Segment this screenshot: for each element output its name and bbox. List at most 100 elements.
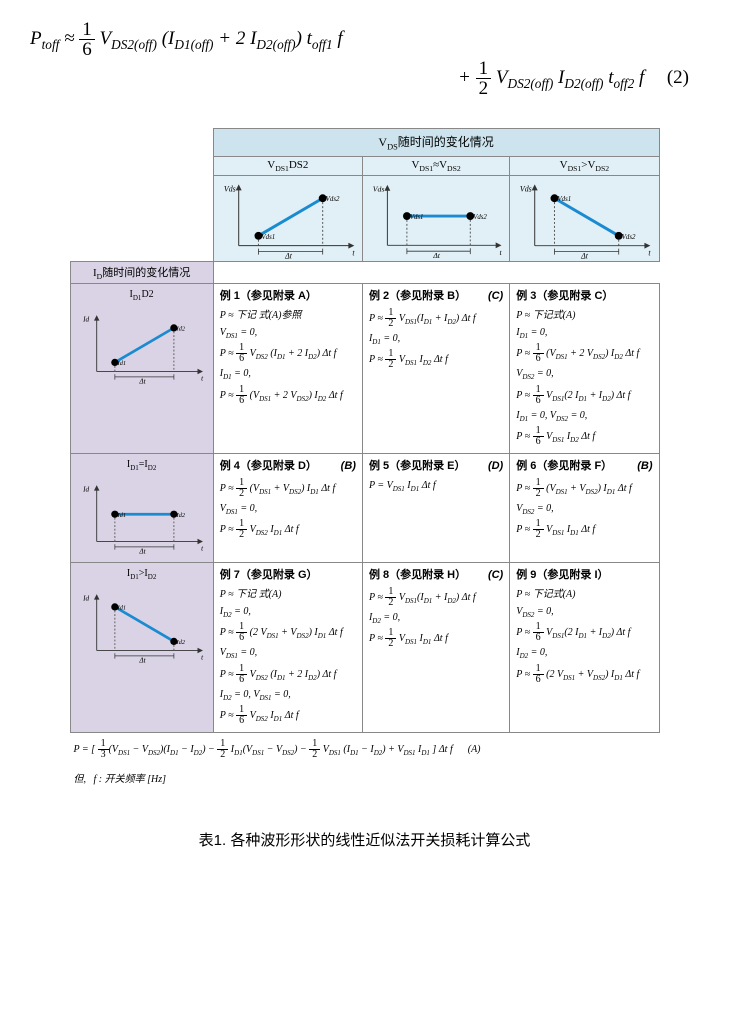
formula-line: P = VDS1 ID1 Δt f [369, 478, 503, 495]
svg-text:Id2: Id2 [175, 326, 185, 333]
formula-line: VDS1 = 0, [220, 325, 356, 342]
svg-text:Δt: Δt [284, 251, 293, 260]
case-cell-0-0: 例 1（参见附录 A）P ≈ 下记 式(A)参照VDS1 = 0,P ≈ 16 … [213, 284, 362, 454]
case-title: 例 4（参见附录 D）(B) [220, 458, 356, 475]
svg-text:Vds: Vds [224, 184, 236, 193]
formula-line: ID1 = 0, VDS2 = 0, [516, 408, 652, 425]
case-title: 例 5（参见附录 E）(D) [369, 458, 503, 475]
case-cell-1-1: 例 5（参见附录 E）(D) P = VDS1 ID1 Δt f [362, 454, 509, 563]
formula-line: P ≈ 下记 式(A) [220, 587, 356, 602]
formula-line: P ≈ 12 (VDS1 + VDS2) ID1 Δt f [220, 478, 356, 499]
svg-text:Vds: Vds [373, 185, 385, 194]
id-time-header: ID随时间的变化情况 [70, 261, 213, 283]
svg-text:Id: Id [82, 316, 89, 324]
svg-text:Δt: Δt [138, 377, 146, 385]
svg-text:Δt: Δt [138, 547, 146, 555]
vds-condition-2: VDS1>VDS2 [510, 156, 659, 175]
case-cell-0-1: 例 2（参见附录 B）(C) P ≈ 12 VDS1(ID1 + ID2) Δt … [362, 284, 509, 454]
vds-time-header: VDS随时间的变化情况 [213, 129, 659, 156]
loss-formula-table-container: VDS随时间的变化情况 VDS1DS2VDS1≈VDS2VDS1>VDS2 Vd… [70, 128, 660, 794]
svg-text:Δt: Δt [580, 251, 589, 260]
svg-text:t: t [352, 248, 355, 257]
formula-line: P ≈ 16 (VDS1 + 2 VDS2) ID2 Δt f [516, 343, 652, 364]
svg-text:Vds1: Vds1 [261, 234, 275, 241]
case-cell-2-2: 例 9（参见附录 I）P ≈ 下记式(A)VDS2 = 0,P ≈ 16 VDS… [510, 563, 659, 733]
formula-line: VDS2 = 0, [516, 604, 652, 621]
formula-line: ID2 = 0, [516, 645, 652, 662]
case-title: 例 1（参见附录 A） [220, 288, 356, 305]
loss-formula-table: VDS随时间的变化情况 VDS1DS2VDS1≈VDS2VDS1>VDS2 Vd… [70, 128, 660, 733]
vds-condition-1: VDS1≈VDS2 [362, 156, 509, 175]
case-cell-1-2: 例 6（参见附录 F）(B) P ≈ 12 (VDS1 + VDS2) ID1 Δ… [510, 454, 659, 563]
formula-line: VDS1 = 0, [220, 645, 356, 662]
id-cell-0: ID1D2 Id Id1 Id2 t Δt [70, 284, 213, 454]
svg-text:t: t [499, 248, 502, 257]
formula-line: VDS2 = 0, [516, 366, 652, 383]
main-equation: Ptoff ≈ 16 VDS2(off) (ID1(off) + 2 ID2(o… [30, 20, 699, 98]
formula-line: P ≈ 16 (2 VDS1 + VDS2) ID1 Δt f [220, 622, 356, 643]
formula-line: P ≈ 12 VDS1(ID1 + ID2) Δt f [369, 587, 503, 608]
id-cell-1: ID1=ID2 Id Id1 Id2 t Δt [70, 454, 213, 563]
svg-text:Δt: Δt [138, 656, 146, 664]
case-title: 例 3（参见附录 C） [516, 288, 652, 305]
table-caption: 表1. 各种波形形状的线性近似法开关损耗计算公式 [30, 829, 699, 850]
svg-text:Id: Id [82, 595, 89, 603]
svg-text:Vds: Vds [520, 184, 532, 193]
footer-formula-A: P = [ 13(VDS1 − VDS2)(ID1 − ID2) − 12 ID… [70, 733, 660, 766]
case-title: 例 7（参见附录 G） [220, 567, 356, 584]
id-cell-2: ID1>ID2 Id Id1 Id2 t Δt [70, 563, 213, 733]
formula-line: P ≈ 12 VDS2 ID1 Δt f [220, 519, 356, 540]
formula-line: P ≈ 16 (VDS1 + 2 VDS2) ID2 Δt f [220, 385, 356, 406]
case-title: 例 8（参见附录 H）(C) [369, 567, 503, 584]
svg-text:t: t [649, 248, 652, 257]
svg-text:Id: Id [82, 486, 89, 494]
formula-line: P ≈ 16 VDS1(2 ID1 + ID2) Δt f [516, 622, 652, 643]
svg-text:Vds2: Vds2 [473, 214, 487, 221]
equation-line2: + 12 VDS2(off) ID2(off) toff2 f (2) [30, 59, 699, 98]
vds-graph-2: Vds Vds1 Vds2 t Δt [510, 175, 659, 261]
vds-graph-1: Vds Vds1 Vds2 t Δt [362, 175, 509, 261]
svg-text:Id2: Id2 [175, 512, 185, 519]
formula-line: P ≈ 16 VDS2 (ID1 + 2 ID2) Δt f [220, 343, 356, 364]
case-cell-0-2: 例 3（参见附录 C） P ≈ 下记式(A) ID1 = 0,P ≈ 16 (VDS… [510, 284, 659, 454]
formula-line: ID1 = 0, [516, 325, 652, 342]
svg-text:t: t [201, 654, 204, 662]
formula-line: P ≈ 16 VDS1 ID2 Δt f [516, 426, 652, 447]
formula-line: P ≈ 16 VDS2 (ID1 + 2 ID2) Δt f [220, 664, 356, 685]
svg-text:Δt: Δt [432, 251, 441, 260]
svg-text:Id1: Id1 [116, 605, 125, 612]
case-cell-2-0: 例 7（参见附录 G） P ≈ 下记 式(A) ID2 = 0,P ≈ 16 (2 … [213, 563, 362, 733]
case-title: 例 2（参见附录 B）(C) [369, 288, 503, 305]
formula-line: VDS2 = 0, [516, 501, 652, 518]
case-title: 例 6（参见附录 F）(B) [516, 458, 652, 475]
case-cell-2-1: 例 8（参见附录 H）(C) P ≈ 12 VDS1(ID1 + ID2) Δt … [362, 563, 509, 733]
formula-line: P ≈ 12 VDS1 ID1 Δt f [369, 628, 503, 649]
vds-condition-0: VDS1DS2 [213, 156, 362, 175]
formula-line: P ≈ 16 (2 VDS1 + VDS2) ID1 Δt f [516, 664, 652, 685]
footer-note: 但, f : 开关频率 [Hz] [70, 766, 660, 794]
case-title: 例 9（参见附录 I） [516, 567, 652, 584]
equation-line2-body: + 12 VDS2(off) ID2(off) toff2 f [458, 67, 644, 88]
formula-line: P ≈ 16 VDS1(2 ID1 + ID2) Δt f [516, 385, 652, 406]
equation-line1: Ptoff ≈ 16 VDS2(off) (ID1(off) + 2 ID2(o… [30, 20, 699, 59]
formula-line: P ≈ 12 VDS1 ID1 Δt f [516, 519, 652, 540]
formula-line: P ≈ 12 VDS1 ID2 Δt f [369, 349, 503, 370]
svg-text:t: t [201, 375, 204, 383]
formula-line: ID1 = 0, [369, 331, 503, 348]
svg-text:Vds1: Vds1 [558, 196, 572, 203]
formula-line: ID2 = 0, VDS1 = 0, [220, 687, 356, 704]
svg-text:t: t [201, 545, 204, 553]
formula-line: P ≈ 12 (VDS1 + VDS2) ID1 Δt f [516, 478, 652, 499]
formula-line: P ≈ 16 VDS2 ID1 Δt f [220, 705, 356, 726]
svg-text:Id1: Id1 [116, 512, 125, 519]
formula-line: P ≈ 下记式(A) [516, 308, 652, 323]
formula-line: VDS1 = 0, [220, 501, 356, 518]
formula-line: ID1 = 0, [220, 366, 356, 383]
formula-line: P ≈ 下记 式(A)参照 [220, 308, 356, 323]
svg-text:Id1: Id1 [116, 360, 125, 367]
svg-text:Vds2: Vds2 [622, 234, 636, 241]
formula-line: P ≈ 12 VDS1(ID1 + ID2) Δt f [369, 308, 503, 329]
equation-number: (2) [649, 59, 689, 97]
formula-line: ID2 = 0, [220, 604, 356, 621]
vds-graph-0: Vds Vds1 Vds2 t Δt [213, 175, 362, 261]
